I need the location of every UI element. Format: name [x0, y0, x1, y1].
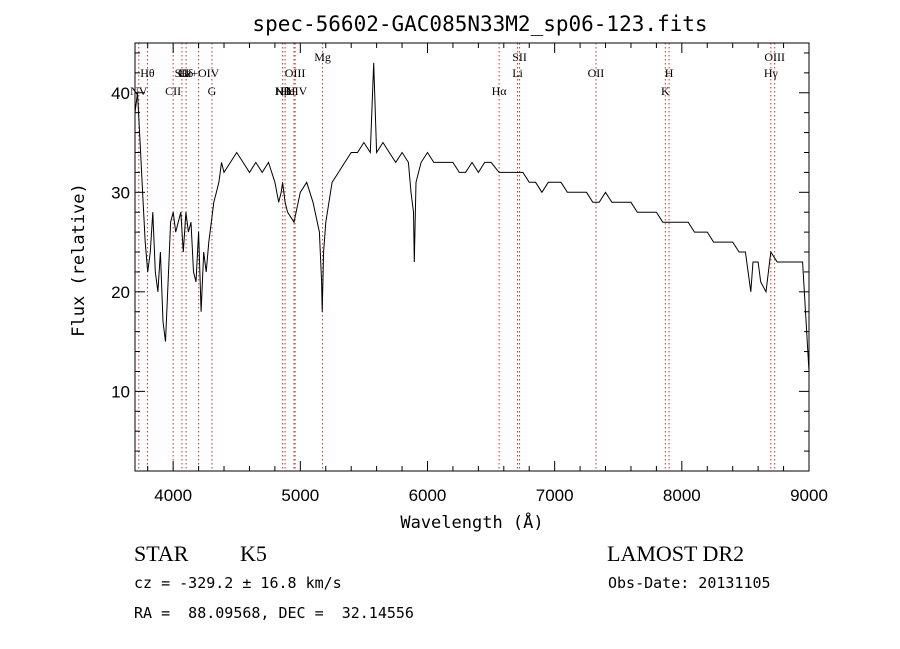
x-tick-label: 8000: [663, 486, 701, 505]
redshift-value: cz = -329.2 ± 16.8 km/s: [134, 574, 342, 592]
spectral-line-label: NV: [130, 84, 148, 98]
y-axis-label: Flux (relative): [69, 183, 89, 337]
spectral-line-label: OIII: [285, 66, 306, 80]
spectral-line-label: NIII: [275, 84, 296, 98]
spectral-line-label: Mg: [314, 50, 331, 64]
observation-date: Obs-Date: 20131105: [608, 574, 771, 592]
spectral-line-label: Hγ: [764, 66, 779, 80]
spectral-line-label: Hθ: [140, 66, 155, 80]
spectral-line-label: Hβ: [275, 84, 290, 98]
y-tick-label: 40: [111, 84, 130, 103]
x-tick-label: 4000: [154, 486, 192, 505]
y-tick-label: 30: [111, 183, 130, 202]
spectral-line-label: Ca+OIV: [178, 66, 220, 80]
spectral-line-label: CII: [165, 84, 181, 98]
spectral-line-label: H: [665, 66, 674, 80]
spectral-line-label: OIII: [764, 50, 785, 64]
x-tick-label: 6000: [409, 486, 447, 505]
spectral-line-label: SII: [512, 50, 527, 64]
spectral-subclass: K5: [240, 541, 267, 566]
spectral-line-label: OII: [588, 66, 605, 80]
spectral-line-label: Hδ: [179, 66, 194, 80]
spectral-line-label: SII: [175, 66, 190, 80]
x-axis-label: Wavelength (Å): [400, 511, 543, 533]
y-tick-label: 20: [111, 283, 130, 302]
spectral-line-label: Li: [512, 66, 523, 80]
flux-series-line: [134, 62, 810, 372]
plot-frame: [134, 42, 810, 472]
chart-title: spec-56602-GAC085N33M2_sp06-123.fits: [252, 12, 707, 36]
spectral-line-label: Hα: [492, 84, 508, 98]
spectral-line-label: HeIV: [281, 84, 308, 98]
object-class: STAR: [134, 541, 189, 566]
spectral-line-label: K: [661, 84, 670, 98]
x-tick-label: 5000: [281, 486, 319, 505]
survey-name: LAMOST DR2: [607, 541, 745, 566]
x-axis-ticks: 4000 5000 6000 7000 8000 9000: [147, 43, 828, 505]
spectral-line-label: G: [208, 84, 217, 98]
x-tick-label: 9000: [790, 486, 828, 505]
x-tick-label: 7000: [536, 486, 574, 505]
y-axis-ticks: 10 20 30 40: [111, 52, 809, 452]
coordinates: RA = 88.09568, DEC = 32.14556: [134, 604, 414, 622]
y-tick-label: 10: [111, 382, 130, 401]
